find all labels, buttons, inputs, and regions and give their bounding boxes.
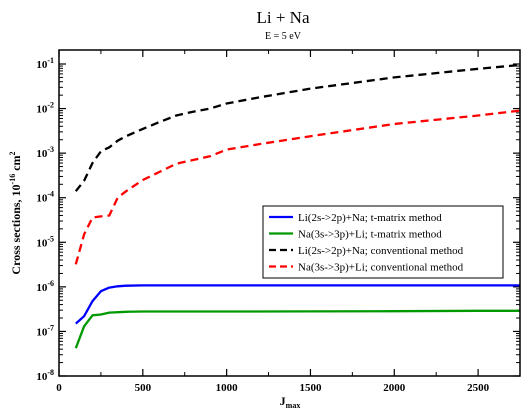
- series-line-4: [74, 109, 521, 265]
- y-axis-label-main: Cross sections, 10: [9, 184, 23, 274]
- y-axis-label-unit: cm: [9, 155, 23, 173]
- y-tick-label: 10-4: [36, 190, 54, 205]
- y-axis-label: Cross sections, 10-16 cm2: [8, 151, 23, 274]
- series-group: [74, 63, 521, 349]
- y-axis-label-exp2: 2: [8, 151, 17, 155]
- y-axis-label-exp1: -16: [8, 174, 17, 185]
- y-tick-label: 10-8: [36, 368, 54, 383]
- tick-labels: 0 500 1000 1500 2000 2500 10-8 10-7 10-6 10-5 10-4…: [36, 56, 489, 394]
- x-tick-label: 1500: [299, 382, 322, 394]
- legend-label-2: Na(3s->3p)+Li; t-matrix method: [298, 229, 442, 241]
- x-tick-label: 0: [56, 382, 62, 394]
- x-axis-label-sub: max: [286, 401, 301, 410]
- x-tick-label: 1000: [216, 382, 239, 394]
- y-tick-label: 10-7: [36, 323, 54, 338]
- legend: Li(2s->2p)+Na; t-matrix method Na(3s->3p)…: [262, 205, 504, 279]
- y-tick-label: 10-3: [36, 145, 54, 160]
- y-tick-label: 10-6: [36, 279, 54, 294]
- x-axis-label-main: J: [280, 394, 286, 408]
- x-tick-label: 2500: [467, 382, 490, 394]
- series-line-2: [74, 309, 520, 349]
- series-line-3: [74, 63, 521, 192]
- chart-title: Li + Na: [256, 8, 309, 27]
- chart-subtitle: E = 5 eV: [265, 31, 302, 42]
- y-tick-label: 10-1: [36, 56, 54, 71]
- legend-label-3: Li(2s->2p)+Na; conventional method: [298, 245, 464, 257]
- legend-box: [262, 205, 504, 279]
- legend-label-1: Li(2s->2p)+Na; t-matrix method: [298, 212, 442, 224]
- y-tick-label: 10-5: [36, 234, 54, 249]
- y-tick-label: 10-2: [36, 101, 54, 116]
- series-line-1: [75, 284, 520, 325]
- legend-label-4: Na(3s->3p)+Li; conventional method: [298, 262, 464, 274]
- x-tick-label: 2000: [383, 382, 406, 394]
- x-axis-label: Jmax: [280, 394, 301, 410]
- x-tick-label: 500: [135, 382, 152, 394]
- plot-frame: [58, 49, 521, 377]
